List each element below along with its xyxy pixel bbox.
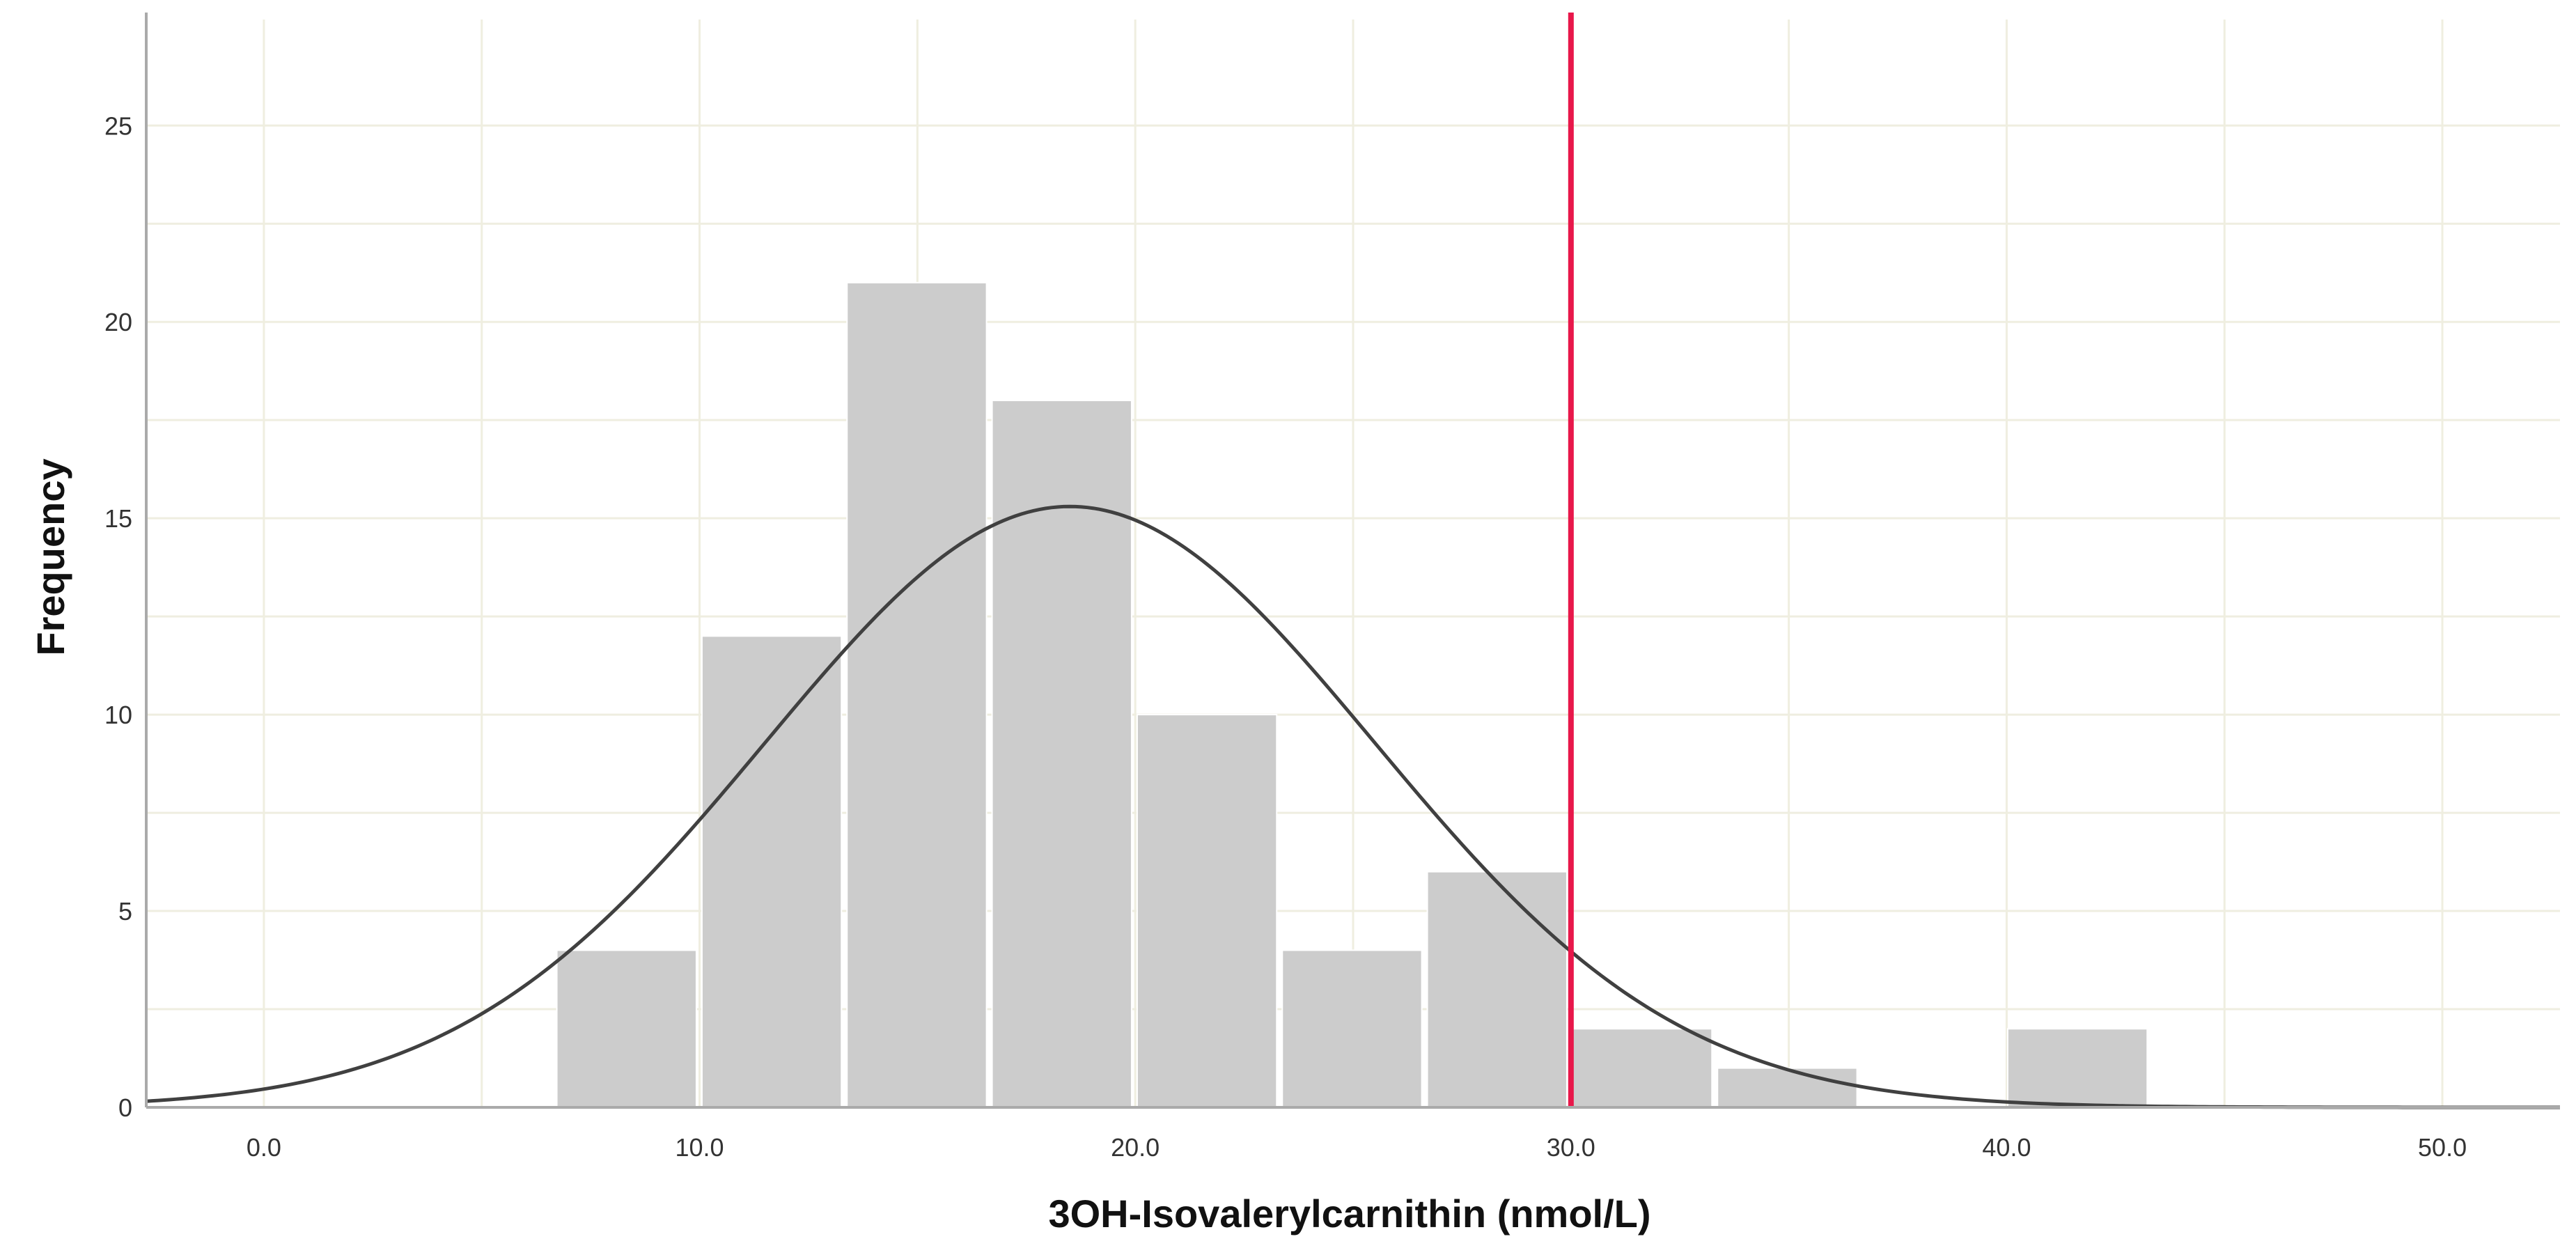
x-tick-label: 30.0 <box>1547 1133 1595 1162</box>
x-tick-label: 50.0 <box>2418 1133 2467 1162</box>
y-tick-label: 20 <box>104 308 132 336</box>
y-tick-label: 15 <box>104 504 132 533</box>
histogram-bar <box>701 635 843 1108</box>
tick-labels: 0.0 10.0 20.0 30.0 40.0 50.0 0 5 10 15 20 25 <box>104 111 2467 1162</box>
histogram-bar <box>2006 1028 2148 1108</box>
x-axis-title: 3OH-Isovalerylcarnithin (nmol/L) <box>1048 1192 1650 1235</box>
histogram-bar <box>556 949 697 1108</box>
histogram-bar <box>1136 714 1278 1108</box>
y-tick-label: 25 <box>104 111 132 140</box>
x-tick-label: 10.0 <box>676 1133 724 1162</box>
y-tick-label: 5 <box>118 897 132 926</box>
histogram-bar <box>1571 1028 1713 1108</box>
y-tick-label: 10 <box>104 701 132 729</box>
x-tick-label: 20.0 <box>1111 1133 1160 1162</box>
axes <box>145 13 2560 1109</box>
histogram-bar <box>991 399 1132 1108</box>
histogram-bar <box>1281 949 1423 1108</box>
y-axis-title: Frequency <box>29 458 72 655</box>
histogram-bar <box>846 281 988 1109</box>
histogram-bar <box>1426 871 1568 1108</box>
histogram-bars <box>556 281 2148 1109</box>
x-tick-label: 40.0 <box>1982 1133 2031 1162</box>
x-tick-label: 0.0 <box>247 1133 281 1162</box>
y-tick-label: 0 <box>118 1093 132 1122</box>
histogram-bar <box>1717 1067 1858 1108</box>
grid <box>146 20 2560 1107</box>
